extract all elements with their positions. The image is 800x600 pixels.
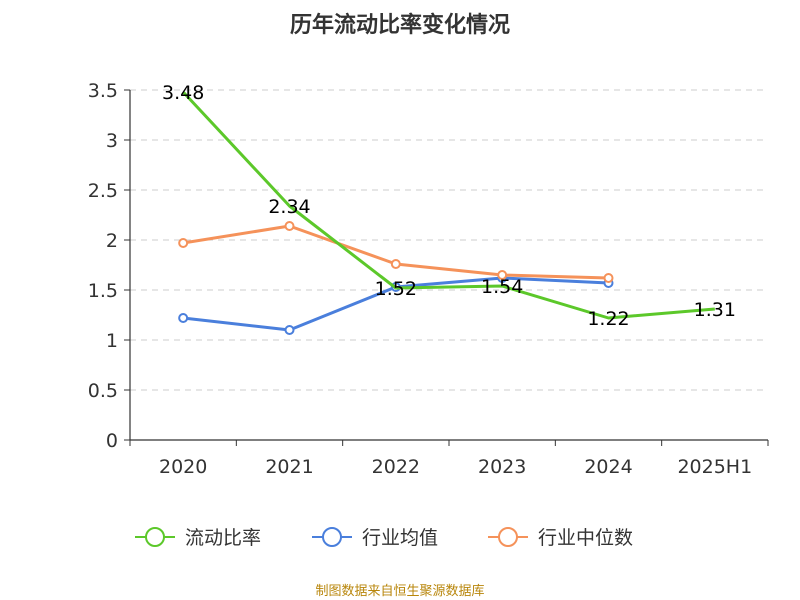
y-tick-label: 0 bbox=[106, 430, 118, 452]
y-tick-label: 1 bbox=[106, 330, 118, 352]
legend-marker bbox=[145, 527, 165, 547]
source-note: 制图数据来自恒生聚源数据库 bbox=[315, 583, 484, 599]
data-point bbox=[390, 259, 401, 269]
x-tick-label: 2022 bbox=[372, 456, 420, 478]
y-tick-label: 1.5 bbox=[88, 280, 118, 302]
x-tick-label: 2020 bbox=[159, 456, 207, 478]
data-label: 2.34 bbox=[268, 196, 310, 218]
legend-label: 流动比率 bbox=[185, 527, 261, 549]
y-tick-label: 3.5 bbox=[88, 80, 118, 102]
data-label: 1.54 bbox=[481, 276, 523, 298]
x-tick-label: 2023 bbox=[478, 456, 526, 478]
chart-title: 历年流动比率变化情况 bbox=[290, 12, 510, 38]
data-label: 1.52 bbox=[375, 278, 417, 300]
data-point bbox=[284, 325, 295, 335]
legend-marker bbox=[322, 527, 342, 547]
y-tick-label: 0.5 bbox=[88, 380, 118, 402]
data-point bbox=[603, 273, 614, 283]
data-point bbox=[178, 238, 189, 248]
data-labels: 3.48 2.34 1.52 1.54 1.22 1.31 bbox=[162, 82, 736, 330]
series-line bbox=[182, 90, 715, 320]
series-lines bbox=[178, 90, 715, 335]
data-label: 3.48 bbox=[162, 82, 204, 104]
y-tick-label: 3 bbox=[106, 130, 118, 152]
series-line bbox=[182, 224, 609, 280]
legend-marker bbox=[498, 527, 518, 547]
x-tick-label: 2025H1 bbox=[677, 456, 752, 478]
grid-lines bbox=[130, 89, 768, 391]
data-label: 1.31 bbox=[694, 299, 736, 321]
x-tick-label: 2021 bbox=[265, 456, 313, 478]
data-point bbox=[178, 313, 189, 323]
legend-label: 行业中位数 bbox=[538, 527, 633, 549]
legend: 流动比率 行业均值 行业中位数 bbox=[135, 527, 633, 549]
data-point bbox=[284, 221, 295, 231]
x-tick-label: 2024 bbox=[584, 456, 632, 478]
legend-label: 行业均值 bbox=[362, 527, 438, 549]
y-tick-label: 2.5 bbox=[88, 180, 118, 202]
data-point bbox=[497, 270, 508, 280]
y-tick-label: 2 bbox=[106, 230, 118, 252]
data-label: 1.22 bbox=[587, 308, 629, 330]
